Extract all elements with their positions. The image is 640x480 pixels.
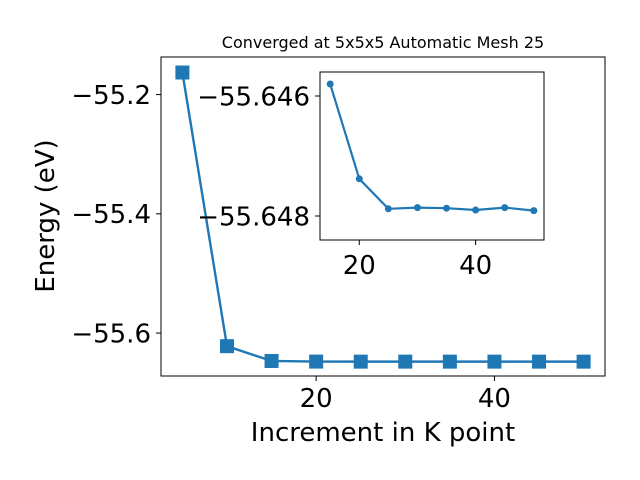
x-axis-label: Increment in K point — [251, 418, 515, 448]
main-data-point — [264, 353, 279, 368]
inset-x-tick-label: 40 — [459, 251, 492, 281]
inset-x-tick-label: 20 — [343, 251, 376, 281]
main-data-point — [576, 354, 591, 369]
main-data-point — [442, 354, 457, 369]
main-data-point — [309, 354, 324, 369]
inset-data-point — [472, 206, 480, 214]
inset-y-tick-label: −55.646 — [197, 82, 310, 112]
main-data-point — [175, 65, 190, 80]
main-frame — [160, 56, 606, 377]
inset-data-point — [355, 175, 363, 183]
y-axis-label: Energy (eV) — [31, 139, 61, 292]
main-series-line — [181, 72, 584, 363]
inset-data-point — [443, 204, 451, 212]
inset-y-tick-label: −55.648 — [197, 202, 310, 232]
main-data-point — [219, 339, 234, 354]
inset-data-point — [384, 205, 392, 213]
inset-plot-area: 20 40 −55.648 −55.646 — [197, 71, 545, 281]
inset-data-point — [326, 80, 334, 88]
main-y-tick-label: −55.4 — [71, 200, 151, 230]
inset-series-line — [329, 83, 534, 212]
inset-data-point — [501, 204, 509, 212]
main-data-point — [487, 354, 502, 369]
main-y-tick-label: −55.2 — [71, 81, 151, 111]
chart-title: Converged at 5x5x5 Automatic Mesh 25 — [222, 33, 544, 52]
main-x-tick-label: 40 — [478, 384, 511, 414]
main-data-point — [398, 354, 413, 369]
inset-data-point — [413, 204, 421, 212]
main-data-point — [532, 354, 547, 369]
main-x-tick-label: 20 — [300, 384, 333, 414]
main-data-point — [353, 354, 368, 369]
main-y-tick-label: −55.6 — [71, 319, 151, 349]
inset-data-point — [530, 207, 538, 215]
main-plot-area: 20 40 −55.2 −55.4 −55.6 — [71, 56, 606, 414]
inset-frame — [319, 71, 545, 241]
